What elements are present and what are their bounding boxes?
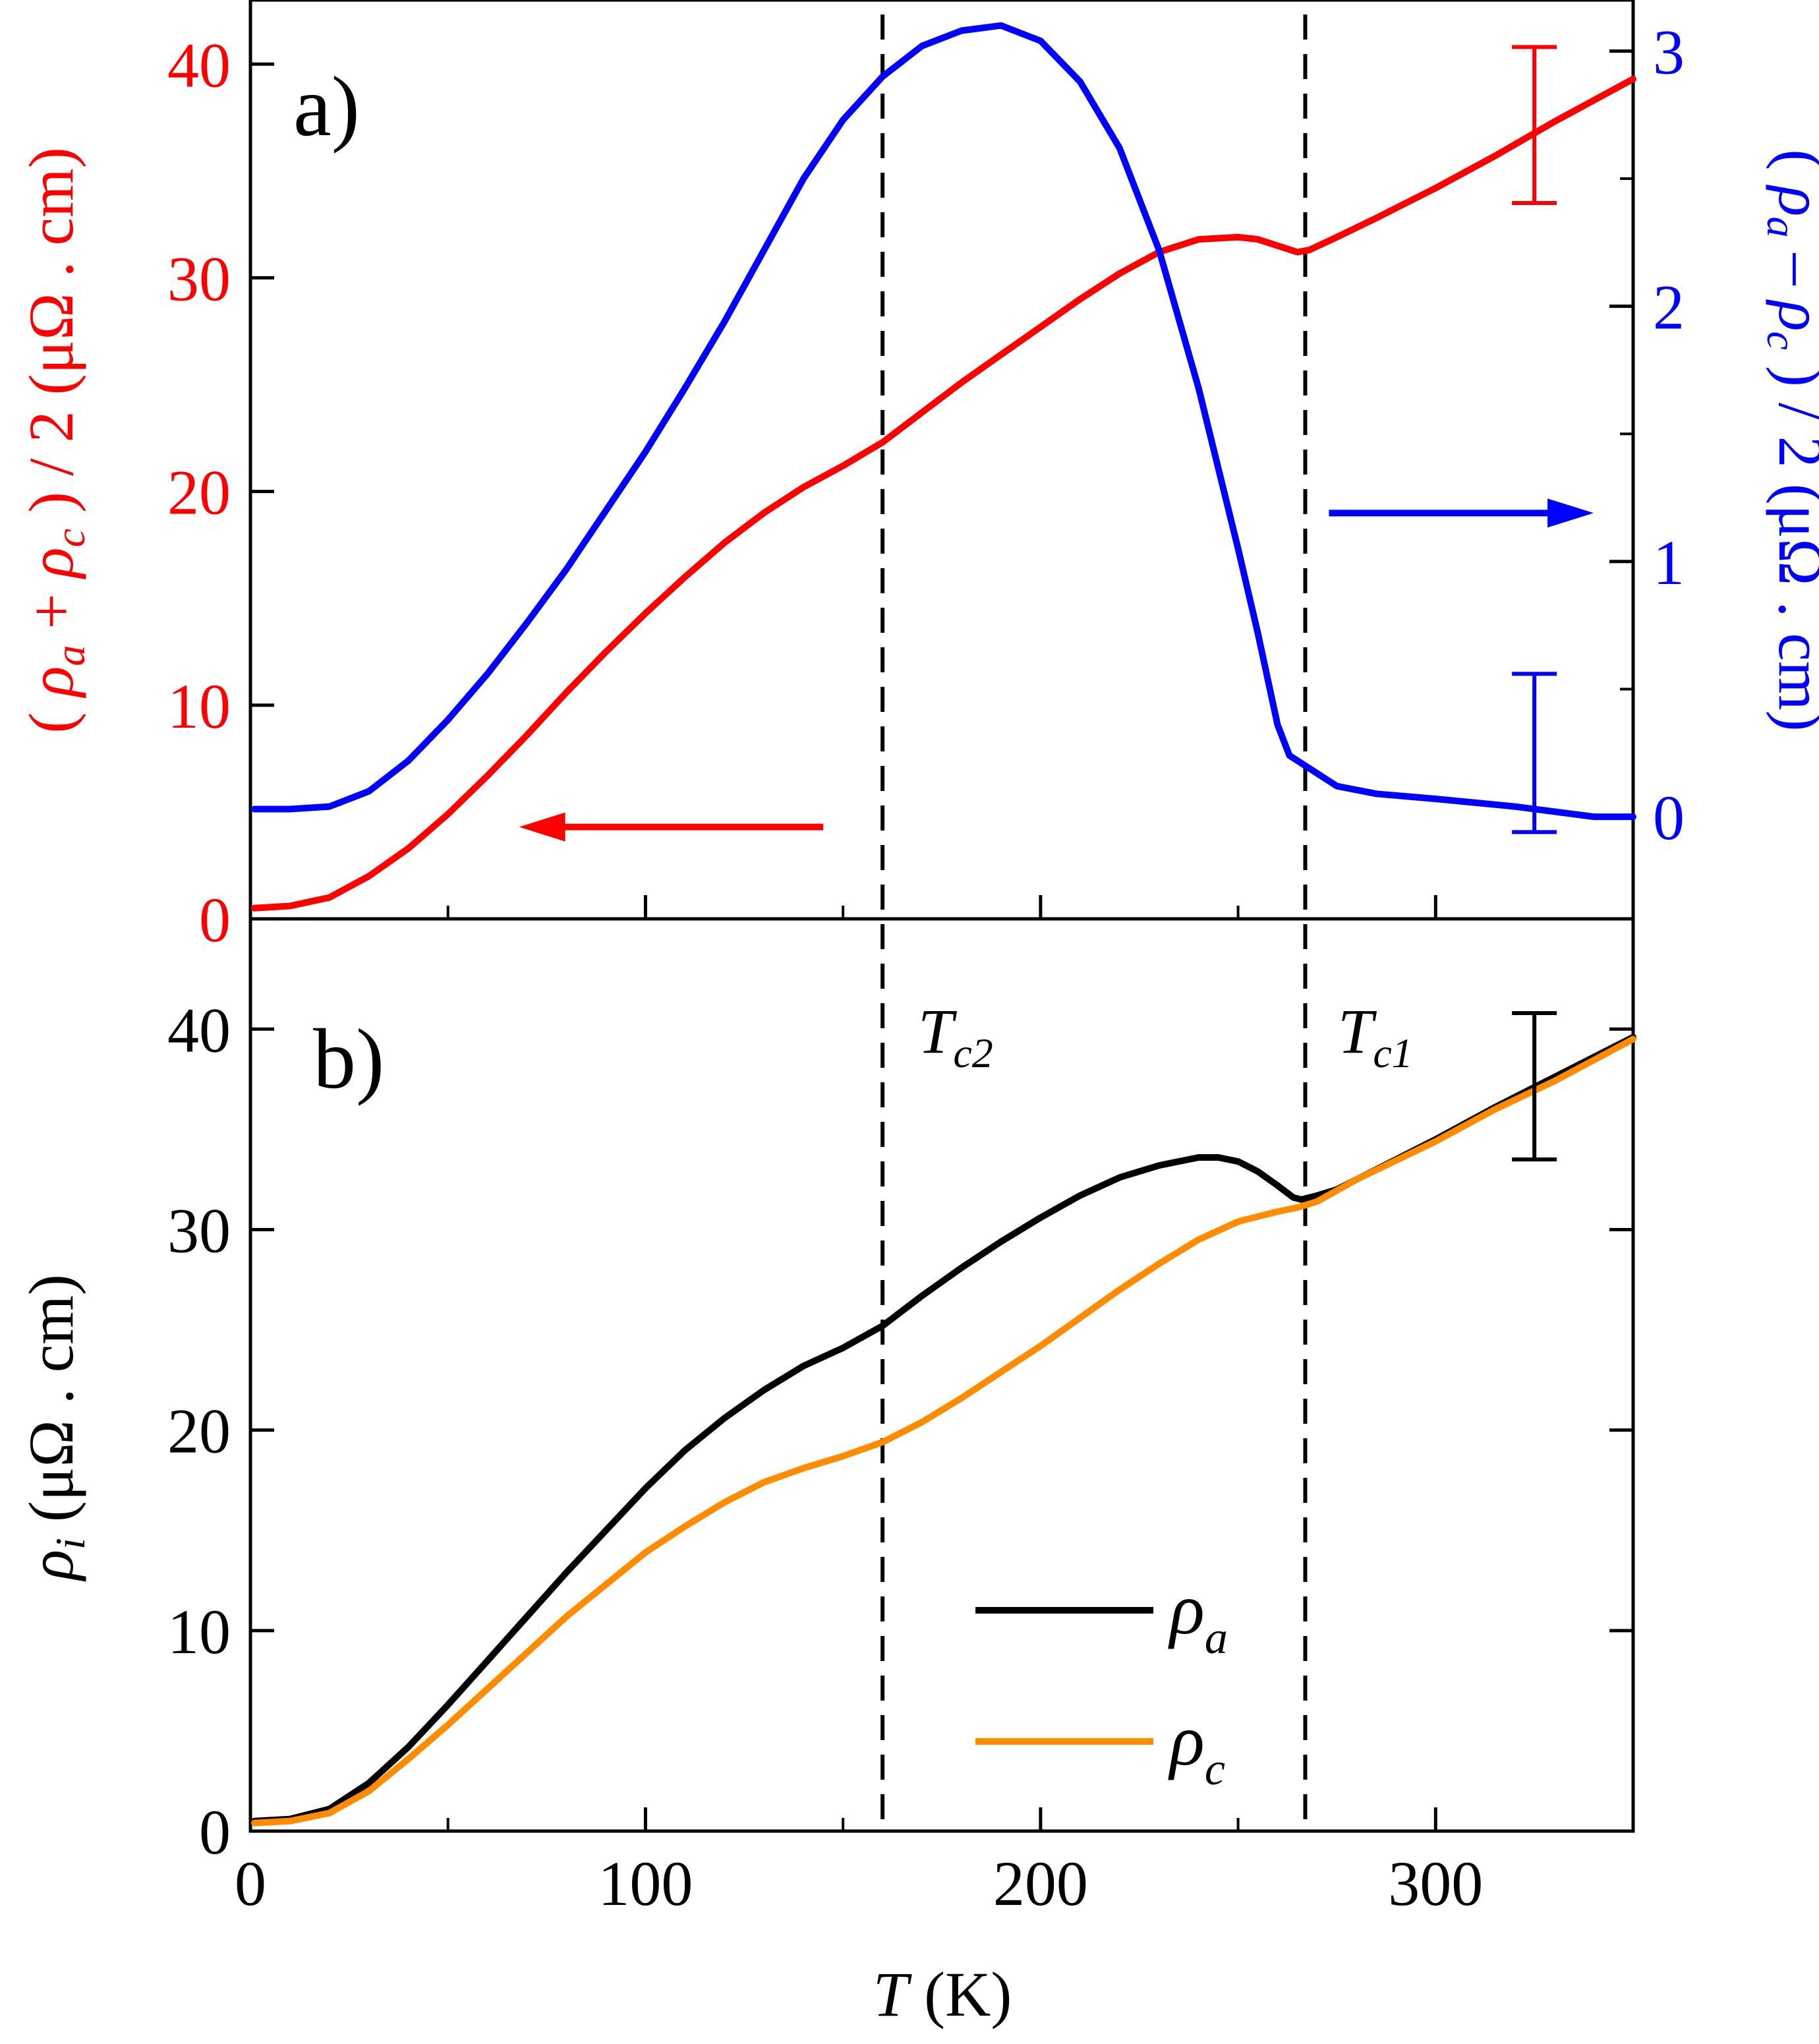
panel-a-label: a): [293, 59, 360, 154]
panel-a-right-axis-label: ( ρa – ρc ) / 2 (μΩ . cm): [1758, 149, 1819, 731]
panel-b-series-black: [251, 1034, 1636, 1825]
panel-a-series-red: [251, 75, 1636, 912]
panel-b-series-orange: [251, 1036, 1636, 1826]
panel-b-y-tick-label-1: 10: [167, 1596, 231, 1667]
panel-a-series-blue: [251, 22, 1636, 821]
tc1-label: Tc1: [1338, 996, 1413, 1076]
x-tick-label-1: 100: [598, 1848, 693, 1919]
legend-label-rho-c: ρc: [1168, 1700, 1225, 1795]
panel-a-arrow-head-red: [519, 812, 565, 842]
panel-b-y-tick-label-3: 30: [167, 1195, 231, 1266]
axis-ticks: [248, 49, 1633, 1833]
x-axis-label: T (K): [873, 1959, 1012, 2029]
panel-b-frame: [248, 917, 1635, 1833]
x-tick-label-0: 0: [235, 1848, 266, 1919]
panel-a-frame: [248, 0, 1635, 921]
tc2-label: Tc2: [918, 996, 993, 1076]
panel-a-left-tick-label-4: 40: [167, 30, 231, 100]
panel-b-y-tick-label-2: 20: [167, 1396, 231, 1467]
panel-a-left-tick-label-0: 0: [199, 885, 231, 955]
panel-a-left-tick-label-2: 20: [167, 457, 231, 528]
panel-a-arrow-head-blue: [1547, 498, 1594, 528]
panel-b-y-tick-label-4: 40: [167, 995, 231, 1065]
panel-a-left-axis-label: ( ρa + ρc ) / 2 (μΩ . cm): [16, 147, 94, 733]
x-tick-label-2: 200: [993, 1848, 1088, 1919]
x-tick-label-3: 300: [1388, 1848, 1483, 1919]
panel-a-right-tick-label-0: 0: [1653, 782, 1685, 853]
transition-lines: [881, 15, 1308, 1831]
panel-a-left-tick-label-1: 10: [167, 671, 231, 742]
panel-b-label: b): [313, 1012, 384, 1107]
panel-a-right-tick-label-3: 3: [1653, 16, 1685, 87]
panel-b-y-axis-label: ρi (μΩ . cm): [16, 1274, 94, 1582]
series-layer: [251, 22, 1636, 1826]
legend-label-rho-a: ρa: [1168, 1569, 1228, 1664]
panel-a-right-tick-label-1: 1: [1653, 527, 1685, 598]
annotation-marks: [519, 45, 1594, 1162]
panel-a-right-tick-label-2: 2: [1653, 272, 1685, 343]
panel-a-left-tick-label-3: 30: [167, 243, 231, 314]
panel-b-y-tick-label-0: 0: [199, 1797, 231, 1867]
